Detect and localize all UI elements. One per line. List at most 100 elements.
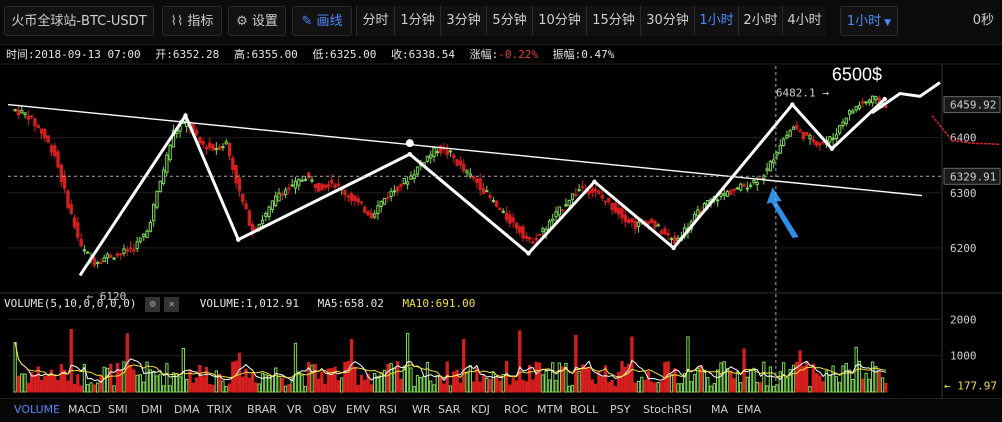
candle-body bbox=[227, 142, 232, 157]
candle-body bbox=[636, 221, 641, 228]
indicator-button[interactable]: ⌇⌇ 指标 bbox=[162, 6, 222, 36]
candle-body bbox=[570, 193, 575, 200]
candle-body bbox=[168, 144, 172, 161]
pen-icon: ✎ bbox=[301, 14, 313, 29]
volume-bar bbox=[808, 385, 812, 393]
volume-bar bbox=[692, 374, 697, 393]
indicator-tab-kdj[interactable]: KDJ bbox=[471, 403, 490, 416]
countdown: 0秒 bbox=[972, 13, 994, 28]
chart-icon: ⌇⌇ bbox=[170, 14, 184, 29]
volume-bar bbox=[66, 380, 70, 393]
interval-1[interactable]: 1分钟 bbox=[394, 6, 440, 36]
interval-3[interactable]: 5分钟 bbox=[486, 6, 532, 36]
candle-body bbox=[603, 200, 608, 203]
candle-body bbox=[399, 183, 403, 187]
candle-body bbox=[844, 117, 848, 125]
close-icon[interactable]: ✕ bbox=[164, 296, 180, 312]
zigzag-vertex bbox=[671, 245, 676, 251]
candle-body bbox=[633, 221, 637, 230]
candle-body bbox=[95, 261, 100, 264]
indicator-tab-stochrsi[interactable]: StochRSI bbox=[643, 403, 692, 416]
candle-body bbox=[715, 199, 720, 202]
interval-9[interactable]: 4小时 bbox=[782, 6, 826, 36]
candle-body bbox=[99, 262, 103, 265]
candle-body bbox=[867, 99, 872, 104]
candle-body bbox=[755, 181, 759, 186]
candle-body bbox=[495, 200, 499, 207]
indicator-tab-dma[interactable]: DMA bbox=[174, 403, 200, 416]
candle-body bbox=[26, 115, 31, 120]
candle-body bbox=[626, 219, 631, 223]
candle-body bbox=[20, 110, 24, 114]
info-high: 高:6355.00 bbox=[233, 48, 298, 61]
volume-bar bbox=[752, 367, 756, 393]
candle-body bbox=[333, 184, 337, 188]
candle-body bbox=[145, 230, 149, 238]
volume-bar bbox=[696, 367, 700, 393]
candle-body bbox=[600, 194, 604, 199]
volume-bar bbox=[369, 384, 374, 393]
indicator-tab-emv[interactable]: EMV bbox=[346, 403, 370, 416]
indicator-tab-macd[interactable]: MACD bbox=[68, 403, 101, 416]
indicator-tab-mtm[interactable]: MTM bbox=[537, 403, 563, 416]
volume-bar bbox=[623, 366, 627, 393]
candle-body bbox=[343, 190, 347, 196]
volume-bar bbox=[53, 374, 57, 393]
candle-body bbox=[847, 110, 852, 115]
indicator-tab-ema[interactable]: EMA bbox=[737, 403, 761, 416]
volume-bar bbox=[359, 374, 364, 393]
interval-7[interactable]: 1小时 bbox=[694, 6, 738, 36]
volume-bar bbox=[82, 363, 87, 393]
volume-bar bbox=[194, 377, 199, 393]
candle-body bbox=[455, 159, 459, 166]
volume-bar bbox=[396, 361, 400, 393]
indicator-tab-volume[interactable]: VOLUME bbox=[14, 403, 61, 416]
candle-body bbox=[13, 109, 17, 112]
interval-0[interactable]: 分时 bbox=[356, 6, 394, 36]
gear-icon[interactable]: ⚙ bbox=[145, 296, 161, 312]
volume-bar bbox=[475, 367, 479, 393]
indicator-tab-rsi[interactable]: RSI bbox=[379, 403, 397, 416]
indicator-tab-roc[interactable]: ROC bbox=[504, 403, 528, 416]
settings-button[interactable]: ⚙ 设置 bbox=[228, 6, 286, 36]
volume-bar bbox=[699, 365, 703, 393]
interval-5[interactable]: 15分钟 bbox=[586, 6, 640, 36]
candle-body bbox=[788, 130, 792, 137]
indicator-tab-wr[interactable]: WR bbox=[412, 403, 431, 416]
indicator-label: 指标 bbox=[187, 14, 214, 29]
candle-body bbox=[669, 237, 674, 240]
indicator-tab-vr[interactable]: VR bbox=[287, 403, 303, 416]
candle-body bbox=[462, 163, 466, 172]
indicator-tab-obv[interactable]: OBV bbox=[313, 403, 337, 416]
price-tick-label: 6300 bbox=[950, 187, 977, 200]
indicator-tab-brar[interactable]: BRAR bbox=[247, 403, 277, 416]
candle-body bbox=[560, 209, 565, 212]
candle-body bbox=[66, 190, 70, 208]
draw-line-button[interactable]: ✎ 画线 bbox=[292, 6, 352, 36]
interval-4[interactable]: 10分钟 bbox=[532, 6, 586, 36]
indicator-tab-dmi[interactable]: DMI bbox=[141, 403, 163, 416]
volume-bar bbox=[514, 380, 519, 393]
interval-dropdown[interactable]: 1小时 ▼ bbox=[840, 6, 898, 36]
volume-bar bbox=[712, 383, 717, 393]
candle-body bbox=[53, 145, 57, 157]
volume-bar bbox=[838, 382, 842, 393]
volume-bar bbox=[659, 381, 664, 393]
candle-body bbox=[814, 141, 819, 146]
volume-bar bbox=[274, 367, 278, 393]
indicator-tab-psy[interactable]: PSY bbox=[610, 403, 631, 416]
candle-body bbox=[237, 177, 242, 192]
symbol-selector[interactable]: 火币全球站-BTC-USDT bbox=[4, 6, 154, 36]
volume-bar bbox=[188, 370, 192, 393]
interval-6[interactable]: 30分钟 bbox=[640, 6, 694, 36]
indicator-tab-trix[interactable]: TRIX bbox=[207, 403, 233, 416]
indicator-tab-boll[interactable]: BOLL bbox=[570, 403, 599, 416]
interval-2[interactable]: 3分钟 bbox=[440, 6, 486, 36]
indicator-tab-sar[interactable]: SAR bbox=[438, 403, 461, 416]
volume-bar bbox=[735, 371, 740, 393]
indicator-tab-smi[interactable]: SMI bbox=[108, 403, 128, 416]
interval-8[interactable]: 2小时 bbox=[738, 6, 782, 36]
volume-bar bbox=[884, 382, 888, 393]
indicator-tab-ma[interactable]: MA bbox=[711, 403, 729, 416]
